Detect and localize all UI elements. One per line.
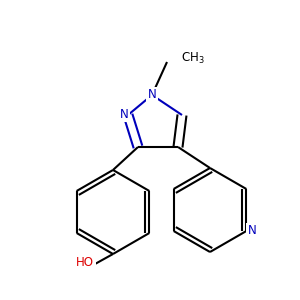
- Text: N: N: [148, 88, 156, 101]
- Text: HO: HO: [76, 256, 94, 268]
- Text: N: N: [120, 107, 128, 121]
- Text: CH$_3$: CH$_3$: [181, 50, 205, 66]
- Text: N: N: [248, 224, 257, 238]
